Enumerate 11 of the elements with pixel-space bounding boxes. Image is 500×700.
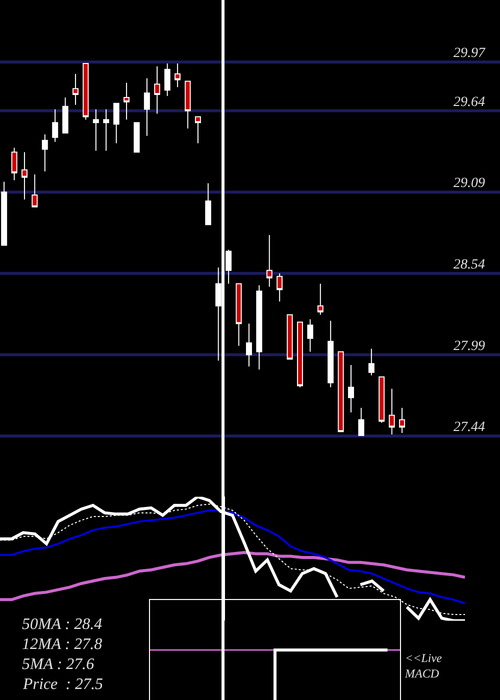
y-tick-label: 27.99 — [454, 338, 485, 354]
y-tick-label: 29.64 — [454, 94, 485, 110]
y-tick-label: 28.54 — [454, 257, 485, 272]
text: 5MA : 27.6 — [22, 656, 94, 673]
y-tick-label: 27.44 — [454, 420, 485, 436]
text: Price : 27.5 — [22, 676, 103, 693]
annotation: <<Live MACD — [404, 651, 443, 681]
text: 12MA : 27.8 — [22, 636, 102, 653]
y-tick-label: 29.97 — [454, 46, 486, 62]
annotation: 50MA : 28.4 — [22, 616, 102, 633]
y-tick-label: 29.09 — [454, 176, 485, 192]
